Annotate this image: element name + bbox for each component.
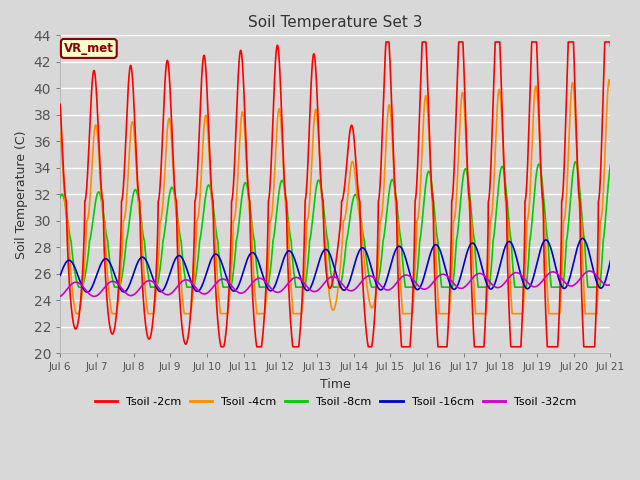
X-axis label: Time: Time — [320, 378, 351, 391]
Y-axis label: Soil Temperature (C): Soil Temperature (C) — [15, 130, 28, 259]
Title: Soil Temperature Set 3: Soil Temperature Set 3 — [248, 15, 422, 30]
Legend: Tsoil -2cm, Tsoil -4cm, Tsoil -8cm, Tsoil -16cm, Tsoil -32cm: Tsoil -2cm, Tsoil -4cm, Tsoil -8cm, Tsoi… — [90, 393, 580, 411]
Text: VR_met: VR_met — [64, 42, 114, 55]
